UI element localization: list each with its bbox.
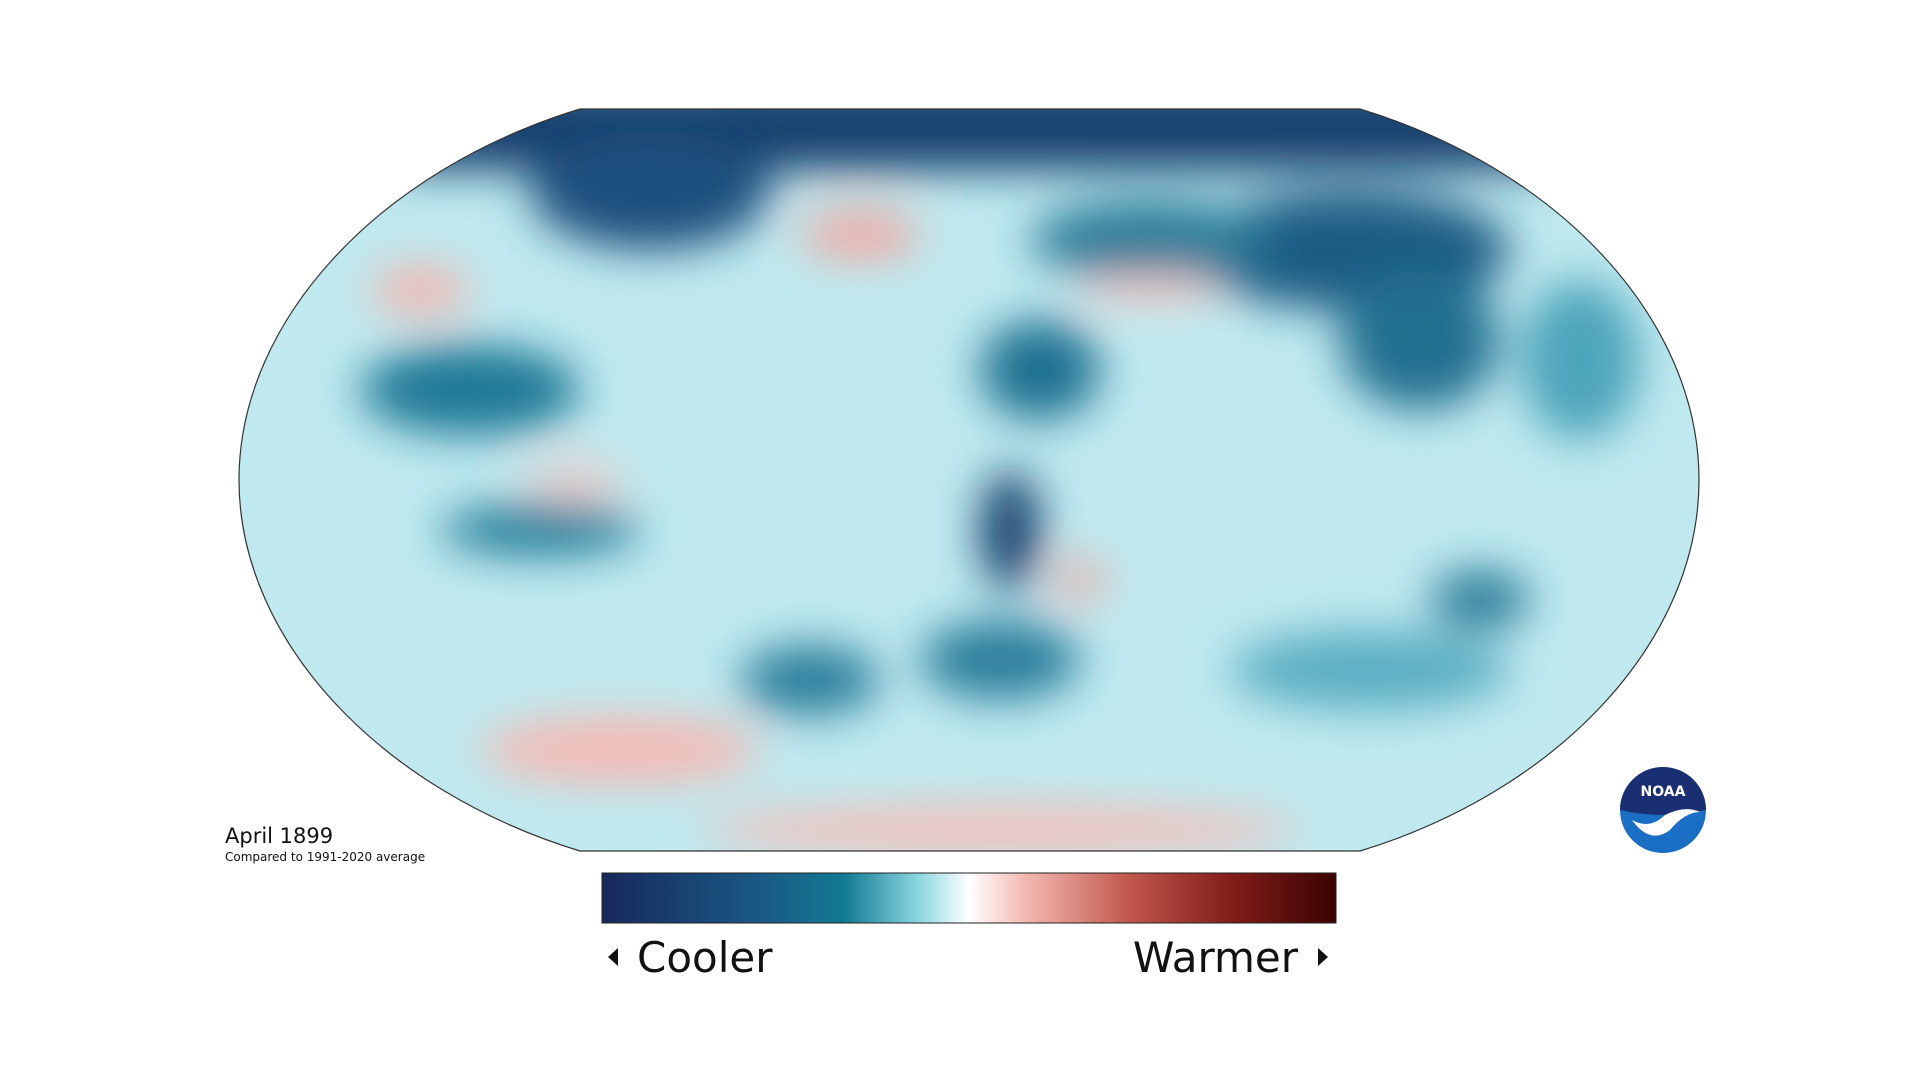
color-bar	[601, 872, 1337, 924]
noaa-logo: NOAA	[1620, 767, 1706, 853]
arrow-right	[1318, 948, 1328, 966]
map-date: April 1899	[225, 824, 333, 848]
legend-high-label: Warmer	[1133, 933, 1299, 982]
map	[239, 109, 1699, 851]
arrow-left	[608, 948, 618, 966]
logo-text: NOAA	[1641, 784, 1686, 800]
legend-low-label: Cooler	[637, 933, 773, 982]
map-subtitle: Compared to 1991-2020 average	[225, 850, 425, 864]
map-border	[238, 108, 1700, 852]
